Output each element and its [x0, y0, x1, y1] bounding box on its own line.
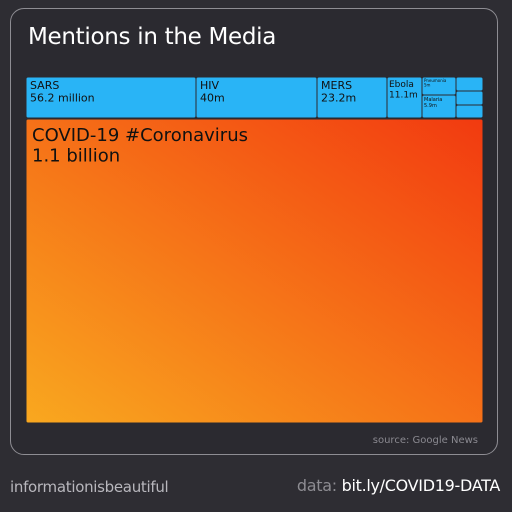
- treemap-label-hiv: HIV: [200, 79, 220, 92]
- treemap-cell-cholera: [455, 76, 484, 92]
- treemap-value-hiv: 40m: [200, 92, 225, 105]
- treemap-value-covid-19-coronavirus: 1.1 billion: [32, 146, 120, 167]
- treemap-cell-tb: [455, 90, 484, 106]
- treemap-value-mers: 23.2m: [321, 92, 356, 105]
- treemap-cell-zika: [455, 104, 484, 119]
- treemap-label-sars: SARS: [30, 79, 59, 92]
- treemap-value-malaria: 5.9m: [424, 103, 437, 109]
- data-link[interactable]: data: bit.ly/COVID19-DATA: [297, 476, 500, 495]
- treemap-label-mers: MERS: [321, 79, 352, 92]
- data-link-url[interactable]: bit.ly/COVID19-DATA: [341, 476, 501, 495]
- treemap-label-malaria: Malaria: [424, 97, 442, 103]
- chart-title: Mentions in the Media: [28, 24, 277, 50]
- source-note: source: Google News: [372, 435, 478, 446]
- treemap-rect-tb: [455, 90, 484, 106]
- treemap-rect-covid-19-coronavirus: [25, 118, 484, 424]
- treemap-label-pneumonia: Pneumonia: [424, 78, 447, 83]
- treemap-value-pneumonia: 5m: [424, 83, 431, 88]
- treemap-value-ebola: 11.1m: [389, 90, 418, 100]
- treemap-value-sars: 56.2 million: [30, 92, 95, 105]
- brand-logo-text: informationisbeautiful: [10, 478, 169, 496]
- treemap-label-ebola: Ebola: [389, 80, 414, 90]
- treemap-rect-cholera: [455, 76, 484, 92]
- data-link-label: data:: [296, 476, 337, 495]
- treemap-rect-zika: [455, 104, 484, 119]
- treemap-label-covid-19-coronavirus: COVID-19 #Coronavirus: [32, 125, 248, 146]
